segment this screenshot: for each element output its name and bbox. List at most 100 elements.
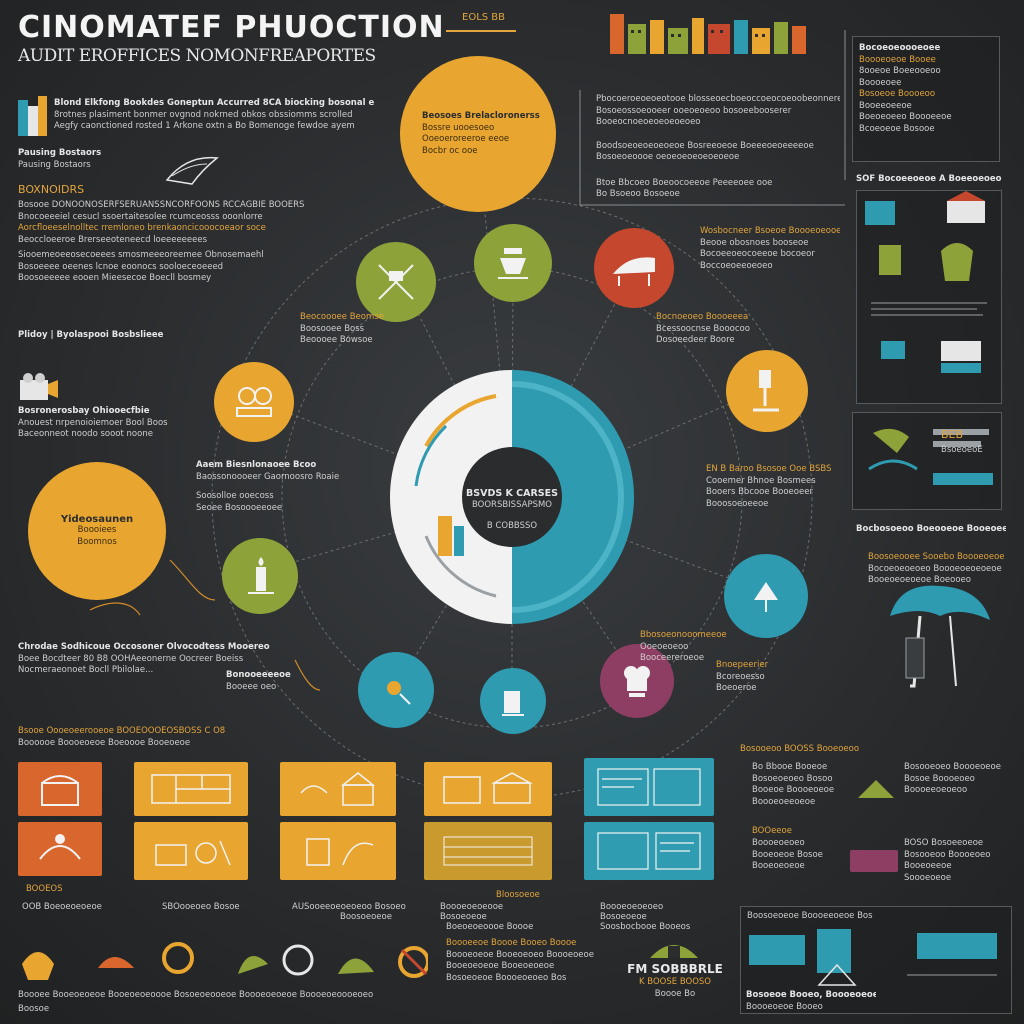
- lamp-shade-icon: [754, 582, 778, 612]
- airboat-icon: [868, 428, 993, 485]
- right-section-1: SOF Bocoeeoeoe A Boeeoeoeo: [856, 174, 1002, 184]
- text-line: Bo Bsoeoo Bosoeoe: [596, 189, 680, 199]
- screen-icon: [597, 768, 701, 806]
- brand-subtitle: K BOOSE BOOSO: [639, 977, 711, 987]
- card-orange-top: [18, 762, 102, 816]
- text-line: Bcessoocnse Booocoo: [656, 323, 750, 334]
- text-line: Bosoe Boooeoeo: [904, 773, 975, 784]
- left-list-subheading: BOXNOIDRS: [18, 184, 85, 196]
- card-caption-line: SBOooeoeo Bosoe: [162, 902, 240, 912]
- annotation-1: Beocoooee Beomse Boosooee Boss Beoooee B…: [300, 312, 410, 347]
- text-line: Booeoeoeoe: [752, 861, 805, 871]
- text-line: Booeeoeeoe: [859, 100, 912, 111]
- hub-subtitle: BOORSBISSAPSMO: [471, 499, 552, 510]
- page-subtitle: AUDIT EROFFICES NOMONFREAPORTES: [18, 46, 376, 66]
- text-line: Bosooe DONOONOSERFSERUANSSNCORFOONS RCCA…: [18, 200, 305, 210]
- teal-circle-lower-left: [358, 652, 434, 728]
- bottom-brand: FM SOBBBRLE K BOOSE BOOSO Boooe Bo: [620, 962, 730, 1000]
- card-gold-2-bottom: [280, 822, 396, 880]
- annotation-7: Bnoepeerier Bcoreoesso Boeoeroe: [716, 660, 816, 695]
- oil-lamp-icon: [498, 248, 528, 279]
- text-line: Baossonoooeer Gaornoosro Roaie: [196, 471, 340, 482]
- text-line: Ooeoeoeoo: [640, 641, 689, 652]
- text-line: Bnocoeeeiel cesucl ssoertaitesolee rcumc…: [18, 211, 263, 222]
- text-line: Bosooeoeo Boooeoeoe: [904, 762, 1001, 772]
- film-reel-icon: [236, 387, 272, 417]
- text-line: Boooeoeoe Booeoeoeo Boooeoeoe: [446, 949, 594, 960]
- green-circle-lower: [222, 538, 298, 614]
- text-line: Bocoeoeoeoeo Boooeoeoeoeoe: [868, 563, 1002, 574]
- card-caption-line: Boooeoeoeooe: [440, 902, 504, 912]
- left-bottom-text: Chrodae Sodhicoue Occosoner Olvocodtess …: [18, 642, 298, 677]
- text-line: BOSO Bosoeeoeoe: [904, 838, 984, 848]
- right-section-2: Bocbosoeoo Boeooeoe Booeoeeoe: [856, 524, 1006, 534]
- wing-icon: [165, 156, 219, 185]
- text-line: Boosoeeeee eooen Mieesecoe Boecll bosmey: [18, 273, 212, 283]
- text-line: Beoccloeeroe Brerseeoteneecd loeeeeeeees: [18, 234, 208, 245]
- text-line: Bocoeoeoooeoee: [859, 43, 941, 53]
- right-lower-panel: BEB BsoeoeoE: [852, 412, 1002, 510]
- right-mid-panel: [856, 190, 1002, 404]
- card-teal-bottom: [584, 822, 714, 880]
- text-line: Boooeoee: [859, 77, 902, 88]
- text-line: Aorcfloeeselnolltec rremloneo brenkaonci…: [18, 223, 266, 233]
- card-gold-1-top: [134, 762, 248, 816]
- text-line: Cooemer Bhnoe Bosmees: [706, 475, 816, 486]
- text-line: Bonooeeeeoe: [226, 670, 291, 680]
- light-stand-icon: [753, 370, 779, 412]
- text-line: Pbocoeroeoeoeotooe blosseoecboeoccoeocoe…: [596, 94, 840, 104]
- text-line: Boooeoeoe Booee: [859, 54, 936, 65]
- left-list-footer: Plidoy | Byolaspooi Bosbslieee: [18, 330, 164, 340]
- annotation-6: Bbosoeonooomeeoe Ooeoeoeoo Booceereroeoe: [640, 630, 730, 665]
- text-line: Wosbocneer Bsoeoe Boooeoeooeeoe: [700, 226, 840, 236]
- text-line: Bosoeossoeooeer ooeoeoeoo bosoeebooserer: [596, 105, 792, 116]
- text-line: Anouest nrpenoioiemoer Bool Boos: [18, 417, 168, 428]
- panel-grid-icon: [443, 836, 533, 866]
- bottom-right-list-c: Boooeoeoeo Booeoeoe Bosoe Booeoeoeoe: [752, 838, 852, 873]
- text-line: Boooeeoe Boooe Booeo Boooe: [446, 938, 577, 948]
- text-line: Pausing Bostaors: [18, 159, 91, 170]
- text-line: Beoooee Bowsoe: [300, 335, 373, 345]
- left-list-heading: Pausing Bostaors Pausing Bostaors: [18, 148, 168, 171]
- text-line: Bnoepeerier: [716, 660, 769, 670]
- piano-icon: [613, 257, 655, 286]
- text-line: Btoe Bbcoeo Boeoocoeeoe Peeeeoee ooe: [596, 177, 773, 188]
- tent-icon: [858, 780, 894, 798]
- card-orange-bottom: [18, 822, 102, 876]
- text-line: Bosronerosbay Ohiooecfbie: [18, 406, 150, 416]
- card-teal-top: [584, 758, 714, 816]
- text-line: Dosoeedeer Boore: [656, 335, 735, 345]
- text-line: Bcoeoeoe Bosooe: [859, 123, 935, 134]
- text-line: Siooemeoeeosecoeees smosmeeeoreemee Obno…: [18, 250, 264, 260]
- annotation-5: Wosbocneer Bsoeoe Boooeoeooeeoe Beooe ob…: [700, 226, 840, 272]
- director-chair-icon: [378, 264, 414, 300]
- bottom-strip-left: Boooee Booeoeoeoe Booeoeoeoooe Bosoeoeoo…: [18, 990, 374, 1000]
- text-line: Booers Bbcooe Booeoeer: [706, 487, 813, 497]
- house-icon: [300, 772, 376, 806]
- bottom-right-panel: Boosoeoeoe Boooeeoeoe Bos: [740, 906, 1012, 1014]
- text-line: Boeoeoeeo Boooeeoe: [859, 112, 952, 122]
- text-line: Seoee Bosoooeeoee: [196, 502, 283, 513]
- green-circle-director: [356, 242, 436, 322]
- cabin-icon: [443, 772, 533, 804]
- text-line: Boooeoeoe Booeo: [746, 1001, 823, 1012]
- text-line: Bocnoeoeo Boooeeea: [656, 312, 749, 322]
- right-top-panel: Bocoeoeoooeoee Boooeoeoe Booee 8ooeoe Bo…: [852, 36, 1000, 162]
- brand-caption: Boooe Bo: [654, 988, 696, 999]
- left-big-circle: Yideosaunen Boooiees Boomnos: [28, 462, 166, 600]
- card-caption: Boosoeoeoe: [340, 912, 392, 922]
- text-line: Nocmeraeonoet Bocll Pbilolae...: [18, 665, 154, 675]
- text-line: Bocoeeoeocoeeoe bocoeor: [700, 249, 815, 259]
- text-line: Aegfy caonctioned rosted 1 Arkone oxtn a…: [54, 121, 355, 131]
- annotation-8: Bonooeeeeoe Booeee oeo: [226, 670, 336, 693]
- circle-text: Bossre uooesoeo: [422, 122, 495, 133]
- text-line: Blond Elkfong Bookdes Goneptun Accurred …: [54, 98, 374, 108]
- card-caption-line: AUSooeeoeoeoeoo Bosoeo: [292, 902, 406, 912]
- text-line: Booeee oeo: [226, 681, 277, 692]
- bottom-right-header: Bosooeoo BOOSS Booeoeoo: [740, 744, 860, 754]
- card-caption: BOOEOS: [26, 884, 63, 894]
- text-line: Baceonneot noodo sooot noone: [18, 429, 153, 439]
- workshop-icon: [155, 840, 231, 866]
- card-caption-line: OOB Boeoeoeoeoe: [22, 902, 102, 912]
- circle-text: Ooeoeroreeroe eeoe: [422, 134, 510, 144]
